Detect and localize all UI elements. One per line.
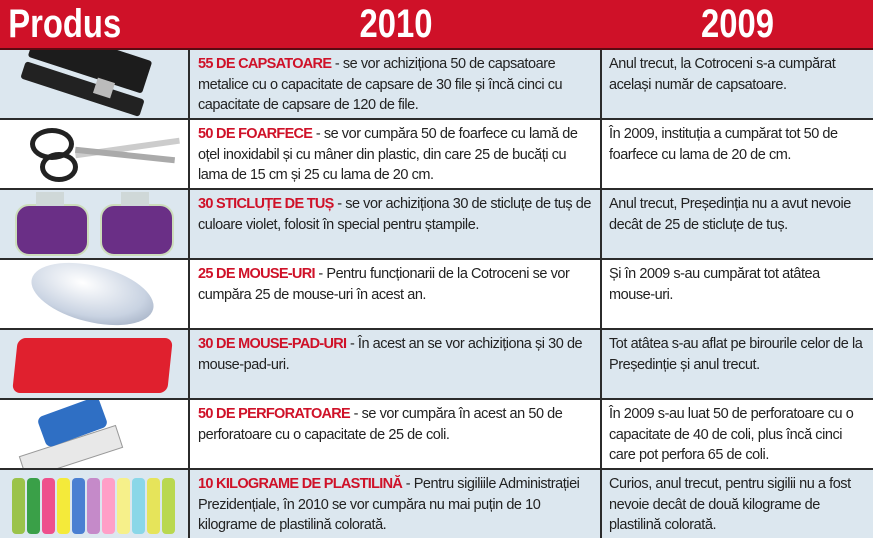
product-highlight: 25 DE MOUSE-URI <box>198 266 316 282</box>
cell-2010: 55 DE CAPSATOARE - se vor achiziționa 50… <box>190 50 602 118</box>
table-header: Produs 2010 2009 <box>0 0 873 50</box>
product-highlight: 55 DE CAPSATOARE <box>198 56 332 72</box>
hole-punch-icon <box>0 400 190 468</box>
header-product: Produs <box>8 2 122 46</box>
cell-2010: 30 DE MOUSE-PAD-URI - În acest an se vor… <box>190 330 602 398</box>
product-highlight: 50 DE FOARFECE <box>198 126 313 142</box>
text-2010: - În acest an se vor achiziționa și 30 d… <box>198 336 583 373</box>
ink-bottle-icon <box>0 190 190 258</box>
table-row: 30 STICLUȚE DE TUȘ - se vor achiziționa … <box>0 190 873 260</box>
cell-2009: Anul trecut, la Cotroceni s-a cumpărat a… <box>609 56 836 93</box>
cell-2010: 50 DE PERFORATOARE - se vor cumpăra în a… <box>190 400 602 468</box>
scissors-icon <box>0 120 190 188</box>
mouse-icon <box>0 260 190 328</box>
table-row: 25 DE MOUSE-URI - Pentru funcționarii de… <box>0 260 873 330</box>
text-2010: - Pentru sigiliile Administrației Prezid… <box>198 476 580 533</box>
cell-2009: În 2009 s-au luat 50 de perforatoare cu … <box>609 406 854 463</box>
cell-2009: Tot atâtea s-au aflat pe birourile celor… <box>609 336 863 373</box>
stapler-icon <box>0 50 190 118</box>
mousepad-icon <box>0 330 190 398</box>
table-row: 30 DE MOUSE-PAD-URI - În acest an se vor… <box>0 330 873 400</box>
cell-2009: Anul trecut, Președinția nu a avut nevoi… <box>609 196 851 233</box>
plasticine-icon <box>0 470 190 538</box>
text-2010: - Pentru funcționarii de la Cotroceni se… <box>198 266 570 303</box>
table-row: 50 DE PERFORATOARE - se vor cumpăra în a… <box>0 400 873 470</box>
table-row: 55 DE CAPSATOARE - se vor achiziționa 50… <box>0 50 873 120</box>
table-row: 10 KILOGRAME DE PLASTILINĂ - Pentru sigi… <box>0 470 873 538</box>
header-2009: 2009 <box>701 2 774 46</box>
product-highlight: 10 KILOGRAME DE PLASTILINĂ <box>198 476 403 492</box>
product-highlight: 30 DE MOUSE-PAD-URI <box>198 336 347 352</box>
text-2010: - se vor achiziționa 30 de sticluțe de t… <box>198 196 592 233</box>
table-row: 50 DE FOARFECE - se vor cumpăra 50 de fo… <box>0 120 873 190</box>
cell-2009: Curios, anul trecut, pentru sigilii nu a… <box>609 476 851 533</box>
cell-2010: 25 DE MOUSE-URI - Pentru funcționarii de… <box>190 260 602 328</box>
text-2010: - se vor cumpăra 50 de foarfece cu lamă … <box>198 126 578 183</box>
cell-2010: 30 STICLUȚE DE TUȘ - se vor achiziționa … <box>190 190 602 258</box>
cell-2010: 50 DE FOARFECE - se vor cumpăra 50 de fo… <box>190 120 602 188</box>
product-highlight: 50 DE PERFORATOARE <box>198 406 351 422</box>
table-body: 55 DE CAPSATOARE - se vor achiziționa 50… <box>0 50 873 538</box>
cell-2009: În 2009, instituția a cumpărat tot 50 de… <box>609 126 838 163</box>
product-highlight: 30 STICLUȚE DE TUȘ <box>198 196 334 212</box>
text-2010: - se vor cumpăra în acest an 50 de perfo… <box>198 406 563 443</box>
cell-2010: 10 KILOGRAME DE PLASTILINĂ - Pentru sigi… <box>190 470 602 538</box>
cell-2009: Și în 2009 s-au cumpărat tot atâtea mous… <box>609 266 820 303</box>
text-2010: - se vor achiziționa 50 de capsatoare me… <box>198 56 563 113</box>
header-2010: 2010 <box>359 2 433 46</box>
